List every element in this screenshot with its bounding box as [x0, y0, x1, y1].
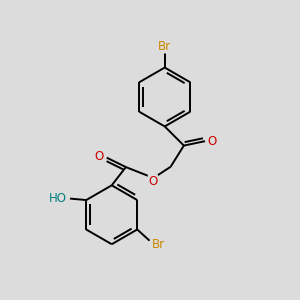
Text: O: O — [208, 135, 217, 148]
Text: O: O — [95, 150, 104, 163]
Text: Br: Br — [158, 40, 171, 53]
Text: Br: Br — [152, 238, 165, 251]
Text: HO: HO — [49, 192, 67, 205]
Text: O: O — [148, 175, 158, 188]
